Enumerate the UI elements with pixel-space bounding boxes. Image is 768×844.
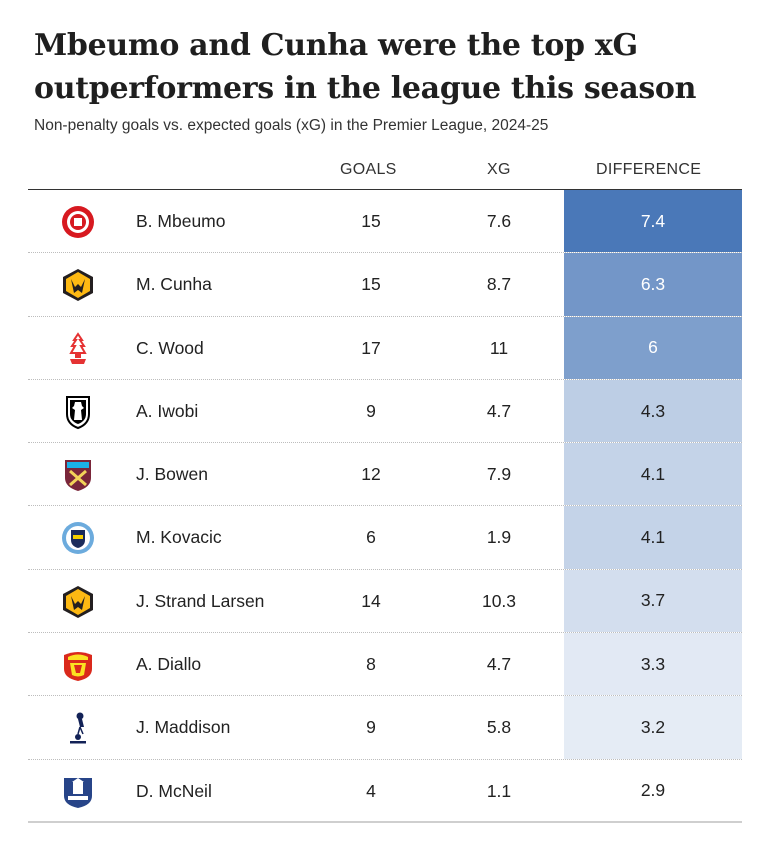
difference-column-header: DIFFERENCE xyxy=(596,161,702,178)
manchester-city-crest-icon xyxy=(60,520,96,556)
player-name: A. Diallo xyxy=(136,654,202,675)
table-row: M. Cunha 15 8.7 6.3 xyxy=(28,253,742,317)
table-row: C. Wood 17 11 6 xyxy=(28,316,742,380)
xg-cell: 4.7 xyxy=(486,400,512,421)
goals-cell: 4 xyxy=(366,780,376,801)
xg-cell: 1.1 xyxy=(486,780,512,801)
player-name: A. Iwobi xyxy=(136,400,199,421)
xg-cell: 11 xyxy=(489,337,509,358)
table-row: M. Kovacic 6 1.9 4.1 xyxy=(28,506,742,570)
table-header: GOALS XG DIFFERENCE xyxy=(28,156,742,190)
table-row: J. Maddison 9 5.8 3.2 xyxy=(28,696,742,760)
table-row: J. Strand Larsen 14 10.3 3.7 xyxy=(28,569,742,634)
goals-cell: 15 xyxy=(361,274,381,295)
goals-cell: 14 xyxy=(361,590,381,611)
goals-cell: 17 xyxy=(361,337,381,358)
wolves-crest-icon xyxy=(60,267,96,303)
player-name: M. Cunha xyxy=(136,274,212,295)
table-body: B. Mbeumo 15 7.6 7.4 M. Cunha 15 8.7 6.3 C. Wood… xyxy=(28,190,742,823)
player-name: C. Wood xyxy=(136,337,204,358)
table-row: D. McNeil 4 1.1 2.9 xyxy=(28,759,742,823)
xg-cell: 10.3 xyxy=(481,590,517,611)
everton-crest-icon xyxy=(60,774,96,810)
table-row: J. Bowen 12 7.9 4.1 xyxy=(28,443,742,507)
player-name: J. Maddison xyxy=(136,717,231,738)
difference-cell: 3.3 xyxy=(564,633,742,696)
chart-title: Mbeumo and Cunha were the top xG outperf… xyxy=(34,28,697,106)
tottenham-crest-icon xyxy=(60,710,96,746)
player-name: J. Strand Larsen xyxy=(136,590,265,611)
player-name: D. McNeil xyxy=(136,780,212,801)
table-row: A. Diallo 8 4.7 3.3 xyxy=(28,633,742,697)
goals-cell: 6 xyxy=(366,527,376,548)
difference-cell: 4.1 xyxy=(564,443,742,506)
goals-cell: 9 xyxy=(366,717,376,738)
goals-cell: 15 xyxy=(361,211,381,231)
west-ham-crest-icon xyxy=(60,457,96,493)
goals-cell: 12 xyxy=(361,464,381,485)
xg-cell: 5.8 xyxy=(486,717,512,738)
chart-subtitle: Non-penalty goals vs. expected goals (xG… xyxy=(34,117,549,134)
player-name: M. Kovacic xyxy=(136,527,222,548)
table-row: A. Iwobi 9 4.7 4.3 xyxy=(28,379,742,444)
xg-table: GOALS XG DIFFERENCE B. Mbeumo 15 7.6 7.4 M. … xyxy=(28,156,742,823)
player-name: J. Bowen xyxy=(136,464,208,485)
wolves-crest-icon xyxy=(60,584,96,620)
xg-cell: 1.9 xyxy=(486,527,512,548)
difference-cell: 2.9 xyxy=(564,759,742,821)
difference-cell: 6 xyxy=(564,316,742,379)
manchester-united-crest-icon xyxy=(60,647,96,683)
player-name: B. Mbeumo xyxy=(136,211,226,231)
xg-cell: 7.6 xyxy=(486,211,512,231)
fulham-crest-icon xyxy=(60,394,96,430)
xg-cell: 8.7 xyxy=(486,274,512,295)
difference-cell: 4.1 xyxy=(564,506,742,569)
goals-cell: 9 xyxy=(366,400,376,421)
difference-cell: 3.2 xyxy=(564,696,742,759)
xg-cell: 4.7 xyxy=(486,654,512,675)
difference-cell: 7.4 xyxy=(564,190,742,253)
difference-cell: 4.3 xyxy=(564,379,742,443)
difference-cell: 6.3 xyxy=(564,253,742,316)
difference-cell: 3.7 xyxy=(564,569,742,633)
xg-cell: 7.9 xyxy=(486,464,512,485)
table-row: B. Mbeumo 15 7.6 7.4 xyxy=(28,190,742,254)
goals-column-header: GOALS xyxy=(340,161,397,178)
xg-column-header: XG xyxy=(487,161,511,178)
nottingham-forest-crest-icon xyxy=(60,331,96,367)
goals-cell: 8 xyxy=(366,654,376,675)
brentford-crest-icon xyxy=(60,204,96,240)
